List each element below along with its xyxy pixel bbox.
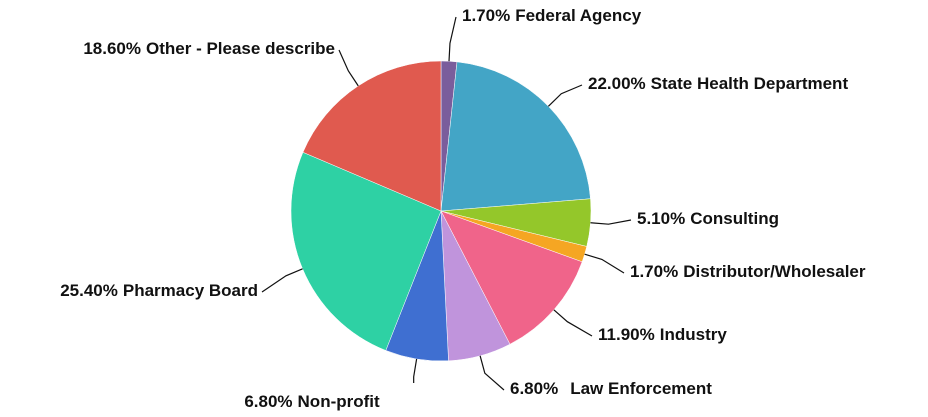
- slice-label: 25.40% Pharmacy Board: [60, 281, 258, 300]
- value-label: 6.80%: [244, 392, 292, 411]
- leader-line: [590, 219, 632, 225]
- value-label: 1.70%: [630, 262, 678, 281]
- category-label: Consulting: [690, 209, 779, 228]
- value-label: 5.10%: [637, 209, 685, 228]
- value-label: 25.40%: [60, 281, 118, 300]
- leader-line: [413, 358, 418, 383]
- value-label: 6.80%: [510, 379, 558, 398]
- leader-line: [261, 268, 303, 293]
- category-label: Non-profit: [298, 392, 380, 411]
- category-label: Other - Please describe: [146, 39, 335, 58]
- category-label: Industry: [660, 325, 728, 344]
- category-label: Law Enforcement: [570, 379, 712, 398]
- leader-line: [338, 49, 359, 87]
- value-label: 18.60%: [83, 39, 141, 58]
- category-label: Pharmacy Board: [123, 281, 258, 300]
- slice-label: 6.80% Law Enforcement: [510, 379, 712, 398]
- pie-slice: [440, 210, 583, 345]
- category-label: State Health Department: [651, 74, 849, 93]
- value-label: 22.00%: [588, 74, 646, 93]
- leader-line: [479, 355, 505, 391]
- pie-slice: [440, 61, 591, 212]
- slice-label: 18.60% Other - Please describe: [83, 39, 335, 58]
- slice-label: 5.10% Consulting: [637, 209, 779, 228]
- slice-label: 6.80% Non-profit: [244, 392, 380, 411]
- value-label: 1.70%: [462, 6, 510, 25]
- slice-label: 1.70% Distributor/Wholesaler: [630, 262, 866, 281]
- leader-line: [448, 16, 457, 62]
- pie-slice: [290, 151, 442, 351]
- leader-line: [547, 84, 583, 107]
- category-label: Distributor/Wholesaler: [683, 262, 866, 281]
- slice-label: 1.70% Federal Agency: [462, 6, 642, 25]
- value-label: 11.90%: [598, 325, 655, 344]
- leader-line: [584, 253, 625, 274]
- category-label: Federal Agency: [515, 6, 642, 25]
- slice-label: 11.90% Industry: [598, 325, 727, 344]
- slice-label: 22.00% State Health Department: [588, 74, 848, 93]
- leader-line: [553, 309, 593, 337]
